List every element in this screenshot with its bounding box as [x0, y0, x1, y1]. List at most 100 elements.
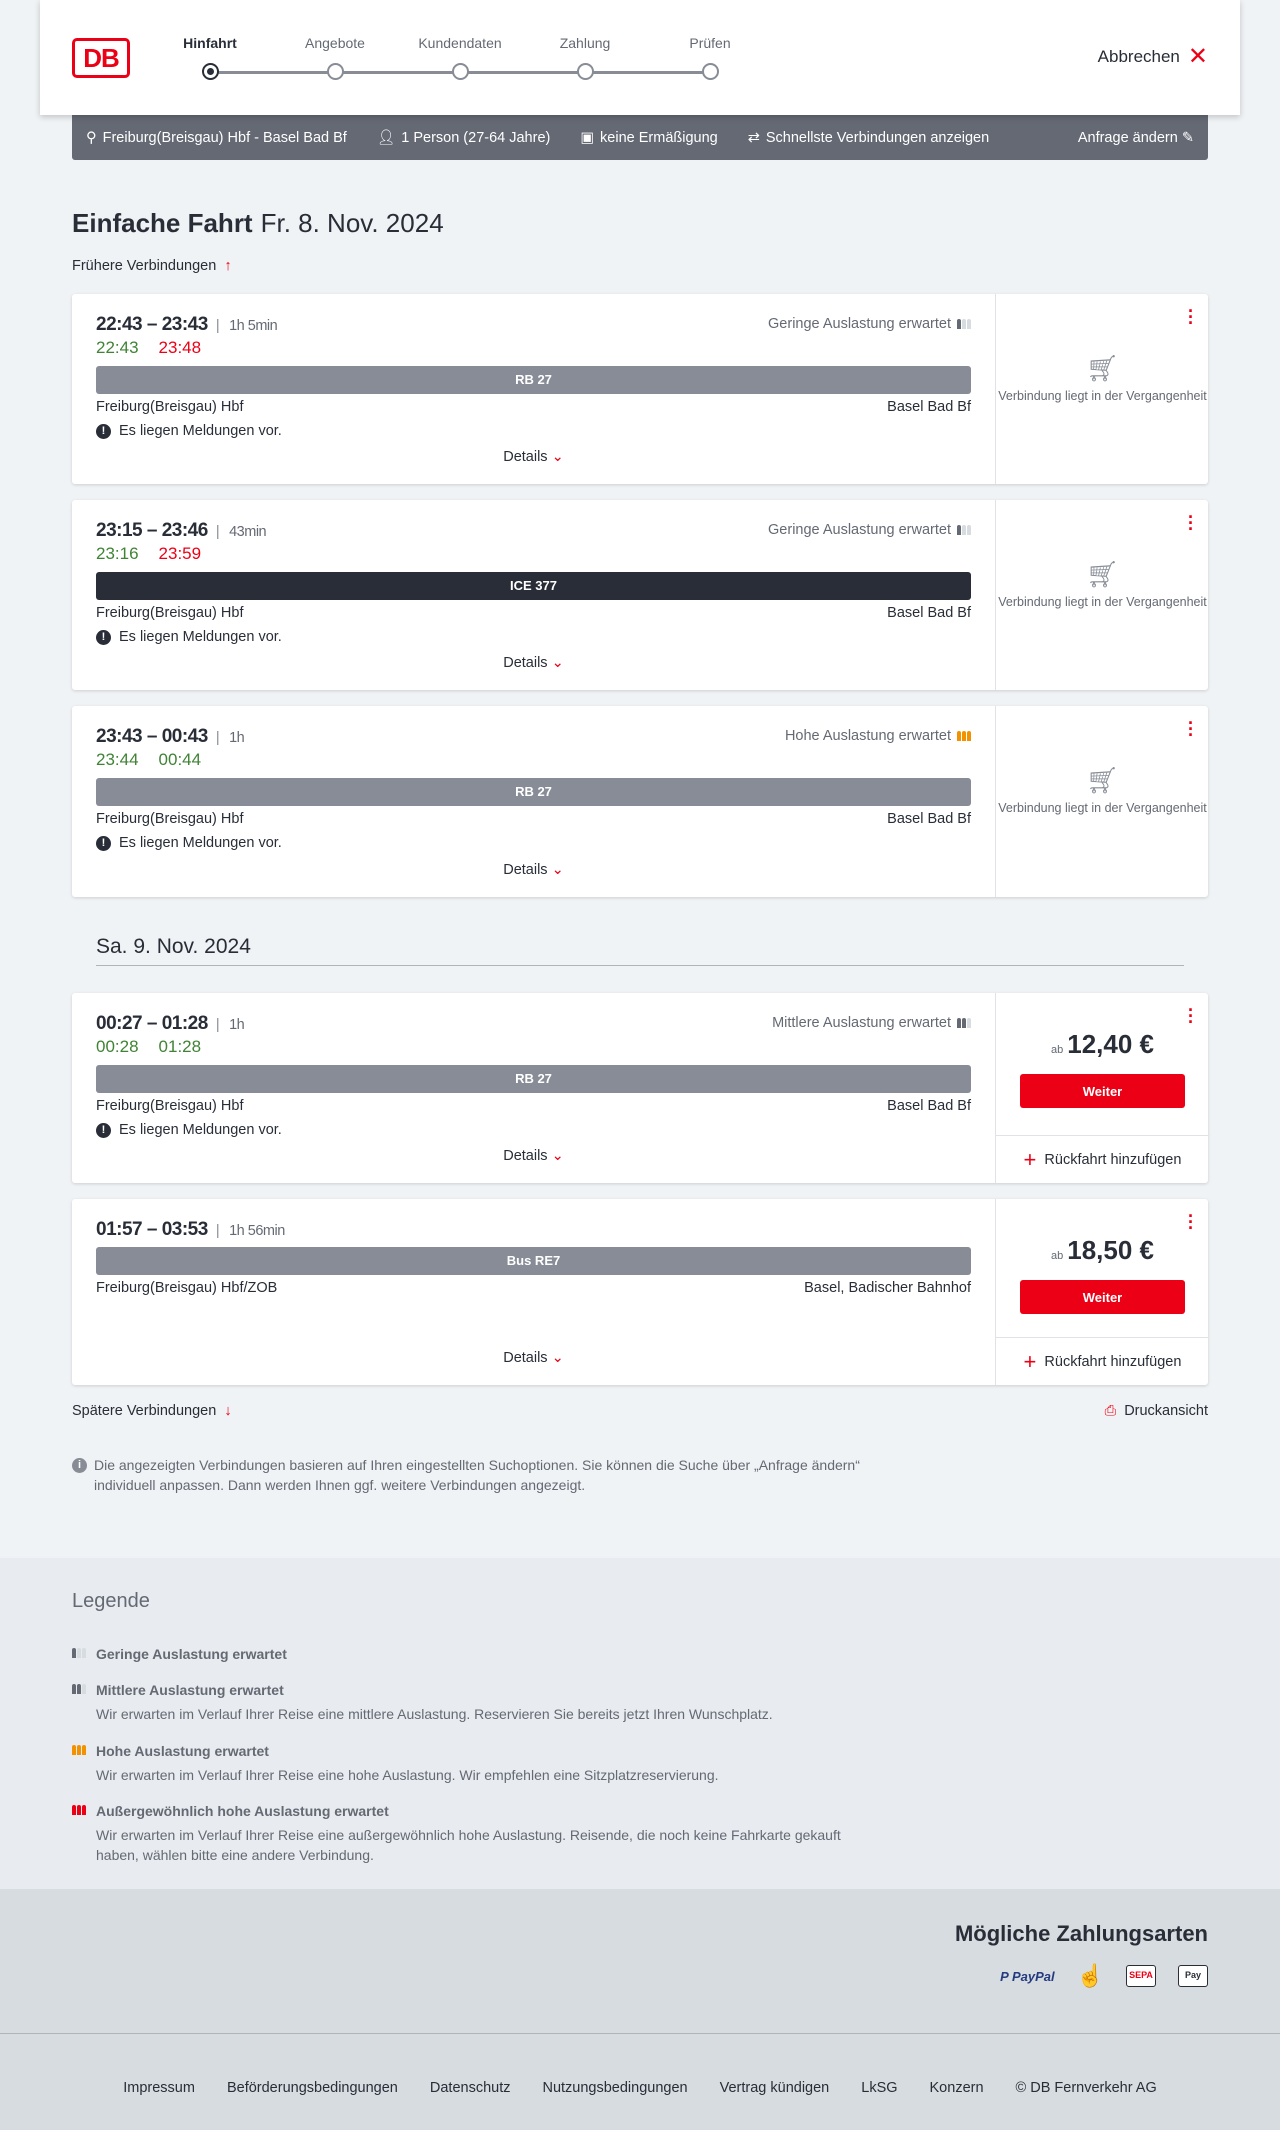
step-marker[interactable] — [577, 63, 594, 80]
sepa-icon: SEPA — [1126, 1965, 1156, 1987]
occupancy-icon — [957, 1018, 971, 1028]
time-range: 00:27 – 01:28 — [96, 1013, 208, 1034]
details-label: Details — [503, 1350, 548, 1366]
connection-main[interactable]: 23:43 – 00:43 1h 23:44 00:44 Hohe Auslastung… — [72, 706, 995, 897]
fastest-connections-toggle[interactable]: ⇄ Schnellste Verbindungen anzeigen — [748, 130, 989, 146]
realtime-departure: 00:28 — [96, 1037, 139, 1056]
notice: ! Es liegen Meldungen vor. — [96, 423, 282, 439]
earlier-connections-link[interactable]: Frühere Verbindungen ↑ — [72, 258, 232, 274]
occupancy-info: Hohe Auslastung erwartet — [785, 728, 971, 744]
legend-item: Geringe Auslastung erwartet — [72, 1646, 872, 1662]
step-marker[interactable] — [702, 63, 719, 80]
add-return-button[interactable]: + Rückfahrt hinzufügen — [996, 1135, 1209, 1183]
time-range: 23:15 – 23:46 — [96, 520, 208, 541]
more-options-icon[interactable]: · · · — [1188, 301, 1194, 333]
alert-icon: ! — [96, 423, 111, 439]
footer-link[interactable]: Impressum — [123, 2080, 195, 2096]
legend-title-text: Geringe Auslastung erwartet — [96, 1646, 287, 1662]
step-label: Hinfahrt — [183, 35, 237, 51]
credit-card-icon: ☝ — [1076, 1963, 1104, 1988]
header: DB Hinfahrt Angebote Kundendaten Zahlung Prü… — [40, 0, 1240, 115]
train-bar[interactable]: Bus RE7 — [96, 1247, 971, 1275]
route-info: ⚲ Freiburg(Breisgau) Hbf - Basel Bad Bf — [86, 130, 347, 146]
details-toggle[interactable]: Details ⌄ — [72, 449, 995, 465]
more-options-icon[interactable]: · · · — [1188, 507, 1194, 539]
details-toggle[interactable]: Details ⌄ — [72, 1148, 995, 1164]
occupancy-label: Geringe Auslastung erwartet — [768, 316, 951, 332]
footer-link[interactable]: Beförderungsbedingungen — [226, 2080, 398, 2096]
cancel-button[interactable]: Abbrechen ✕ — [1098, 45, 1208, 69]
footer-link[interactable]: LkSG — [861, 2080, 898, 2096]
print-view-link[interactable]: ⎙ Druckansicht — [1105, 1403, 1208, 1419]
realtime-times: 23:44 00:44 — [96, 750, 221, 770]
footer-link[interactable]: Datenschutz — [429, 2080, 511, 2096]
origin-station: Freiburg(Breisgau) Hbf — [96, 605, 244, 621]
details-toggle[interactable]: Details ⌄ — [72, 862, 995, 878]
realtime-times: 22:43 23:48 — [96, 338, 221, 358]
connection-main[interactable]: 22:43 – 23:43 1h 5min 22:43 23:48 Geringe Au… — [72, 294, 995, 484]
past-text: Verbindung liegt in der Vergangenheit — [998, 595, 1207, 609]
legend-title: Legende — [72, 1590, 150, 1612]
train-bar[interactable]: RB 27 — [96, 366, 971, 394]
offer-panel: · · · 🛒︎ Verbindung liegt in der Vergangenhe… — [995, 500, 1208, 690]
trip-type: Einfache Fahrt — [72, 208, 253, 238]
discount-text: keine Ermäßigung — [600, 129, 718, 146]
duration: 1h — [216, 730, 245, 746]
continue-button[interactable]: Weiter — [1020, 1280, 1185, 1314]
add-return-button[interactable]: + Rückfahrt hinzufügen — [996, 1337, 1209, 1385]
legend-title-text: Außergewöhnlich hohe Auslastung erwartet — [96, 1803, 389, 1819]
train-bar[interactable]: RB 27 — [96, 1065, 971, 1093]
arrow-up-icon: ↑ — [224, 258, 232, 274]
chevron-down-icon: ⌄ — [547, 862, 564, 878]
connection-card: 22:43 – 23:43 1h 5min 22:43 23:48 Geringe Au… — [72, 294, 1208, 484]
occupancy-icon — [957, 525, 971, 535]
later-label: Spätere Verbindungen — [72, 1403, 217, 1419]
train-bar[interactable]: RB 27 — [96, 778, 971, 806]
notice-text: Es liegen Meldungen vor. — [119, 1122, 282, 1138]
bahncard-icon: ▣ — [580, 129, 595, 146]
more-options-icon[interactable]: · · · — [1188, 713, 1194, 745]
step-marker[interactable] — [327, 63, 344, 80]
continue-button[interactable]: Weiter — [1020, 1074, 1185, 1108]
connection-main[interactable]: 00:27 – 01:28 1h 00:28 01:28 Mittlere Auslas… — [72, 993, 995, 1183]
chevron-down-icon: ⌄ — [547, 1350, 564, 1366]
occupancy-label: Hohe Auslastung erwartet — [784, 728, 951, 744]
footer-link[interactable]: Nutzungsbedingungen — [542, 2080, 688, 2096]
notice-text: Es liegen Meldungen vor. — [119, 835, 282, 851]
chevron-down-icon: ⌄ — [547, 449, 564, 465]
printer-icon: ⎙ — [1104, 1403, 1117, 1419]
past-text: Verbindung liegt in der Vergangenheit — [998, 801, 1207, 815]
edit-query-button[interactable]: Anfrage ändern ✎ — [1078, 130, 1194, 146]
origin-station: Freiburg(Breisgau) Hbf — [96, 1098, 244, 1114]
step-marker[interactable] — [202, 63, 219, 80]
alert-icon: ! — [96, 629, 111, 645]
footer-link[interactable]: Konzern — [929, 2080, 984, 2096]
details-toggle[interactable]: Details ⌄ — [72, 655, 995, 671]
notice-text: Es liegen Meldungen vor. — [119, 423, 282, 439]
time-range: 01:57 – 03:53 — [96, 1219, 208, 1240]
duration: 1h — [216, 1017, 245, 1033]
planned-times: 00:27 – 01:28 1h — [96, 1013, 245, 1035]
step-label: Kundendaten — [418, 35, 502, 51]
offer-panel: · · · 🛒︎ Verbindung liegt in der Vergangenhe… — [995, 706, 1208, 897]
step-marker[interactable] — [452, 63, 469, 80]
connection-main[interactable]: 01:57 – 03:53 1h 56min Bus RE7 Freiburg(Bre… — [72, 1199, 995, 1385]
details-toggle[interactable]: Details ⌄ — [72, 1350, 995, 1366]
notice-text: Es liegen Meldungen vor. — [119, 629, 282, 645]
train-bar[interactable]: ICE 377 — [96, 572, 971, 600]
later-connections-link[interactable]: Spätere Verbindungen ↓ — [72, 1403, 232, 1419]
legend-item-title: Geringe Auslastung erwartet — [72, 1646, 872, 1662]
info-text: Die angezeigten Verbindungen basieren au… — [94, 1457, 860, 1493]
realtime-departure: 23:44 — [96, 750, 139, 769]
person-icon: 👤︎ — [376, 130, 396, 146]
more-options-icon[interactable]: · · · — [1188, 1000, 1194, 1032]
legend-section: Legende Geringe Auslastung erwartet Mittl… — [0, 1558, 1280, 1889]
db-logo[interactable]: DB — [72, 38, 130, 78]
legend-item-title: Mittlere Auslastung erwartet — [72, 1682, 872, 1698]
discount-info: ▣ keine Ermäßigung — [580, 130, 717, 146]
footer-link: © DB Fernverkehr AG — [1015, 2080, 1157, 2096]
footer-link[interactable]: Vertrag kündigen — [719, 2080, 830, 2096]
details-label: Details — [503, 1148, 548, 1164]
more-options-icon[interactable]: · · · — [1188, 1206, 1194, 1238]
connection-main[interactable]: 23:15 – 23:46 43min 23:16 23:59 Geringe Ausl… — [72, 500, 995, 690]
